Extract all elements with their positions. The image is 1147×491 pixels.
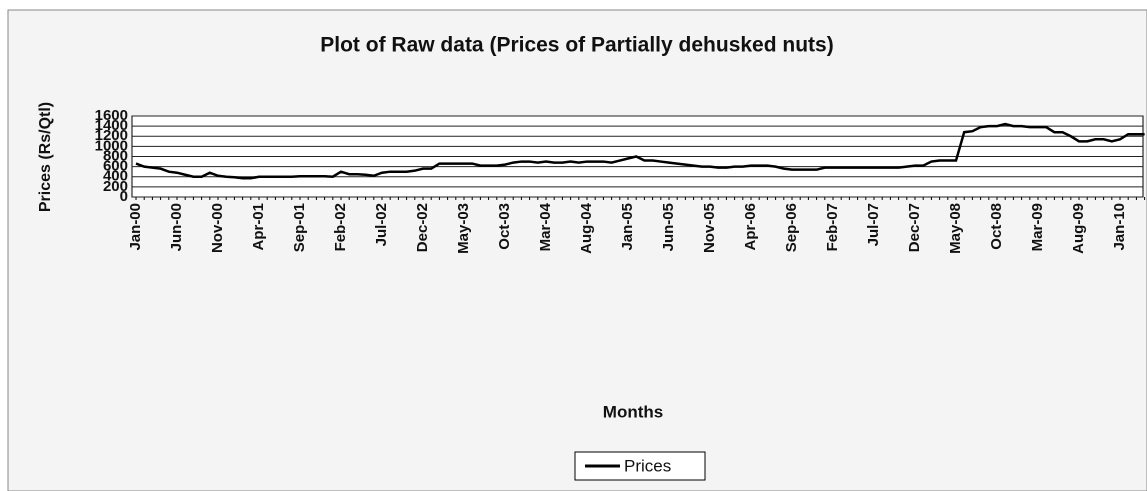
legend-label: Prices bbox=[624, 456, 671, 475]
x-tick-label: Feb-07 bbox=[824, 203, 841, 251]
x-tick-label: Mar-09 bbox=[1029, 203, 1046, 251]
y-tick-label: 800 bbox=[103, 147, 128, 164]
chart-area bbox=[7, 9, 1147, 491]
x-tick-label: Sep-01 bbox=[291, 203, 308, 252]
x-tick-label: Dec-07 bbox=[906, 203, 923, 252]
chart-title: Plot of Raw data (Prices of Partially de… bbox=[320, 34, 833, 57]
x-tick-label: Oct-08 bbox=[988, 203, 1005, 250]
x-tick-label: May-08 bbox=[947, 203, 964, 254]
x-tick-label: Oct-03 bbox=[496, 203, 513, 250]
y-tick-label: 1600 bbox=[95, 107, 128, 124]
x-tick-label: Sep-06 bbox=[783, 203, 800, 252]
x-tick-label: May-03 bbox=[455, 203, 472, 254]
x-tick-label: Jun-05 bbox=[660, 203, 677, 251]
x-tick-label: Aug-04 bbox=[578, 202, 595, 253]
x-tick-label: Nov-05 bbox=[701, 203, 718, 253]
x-tick-label: Jan-10 bbox=[1111, 203, 1128, 251]
x-tick-label: Mar-04 bbox=[537, 202, 554, 251]
x-tick-label: Jan-05 bbox=[619, 203, 636, 251]
y-tick-label: 200 bbox=[103, 178, 128, 195]
y-tick-label: 1200 bbox=[95, 127, 128, 144]
x-tick-label: Jan-00 bbox=[127, 203, 144, 251]
x-tick-label: Jul-02 bbox=[373, 203, 390, 246]
x-tick-label: Jul-07 bbox=[865, 203, 882, 246]
x-tick-label: Apr-06 bbox=[742, 203, 759, 251]
x-tick-label: Dec-02 bbox=[414, 203, 431, 252]
x-tick-label: Jun-00 bbox=[168, 203, 185, 251]
y-tick-label: 0 bbox=[120, 188, 128, 205]
x-tick-label: Nov-00 bbox=[209, 203, 226, 253]
y-axis-label: Prices (Rs/Qtl) bbox=[37, 102, 54, 212]
x-tick-label: Feb-02 bbox=[332, 203, 349, 251]
y-tick-label: 1400 bbox=[95, 117, 128, 134]
y-tick-label: 600 bbox=[103, 158, 128, 175]
x-axis-label: Months bbox=[603, 402, 663, 421]
x-tick-label: Aug-09 bbox=[1070, 203, 1087, 254]
y-tick-label: 1000 bbox=[95, 137, 128, 154]
line-series bbox=[135, 122, 1145, 180]
x-tick-label: Apr-01 bbox=[250, 203, 267, 251]
y-tick-label: 400 bbox=[103, 168, 128, 185]
